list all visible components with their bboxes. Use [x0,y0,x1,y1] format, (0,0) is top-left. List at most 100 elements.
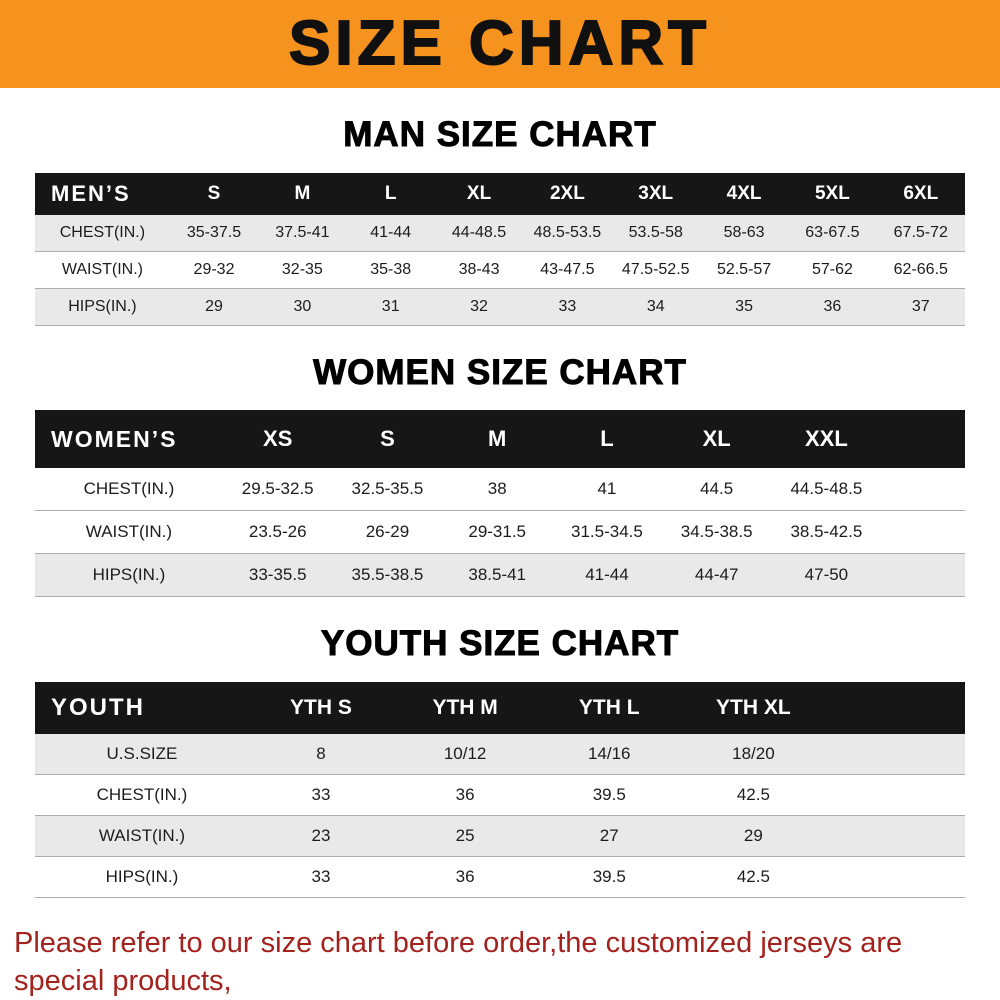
data-row: CHEST(IN.) 33 36 39.5 42.5 [35,774,965,816]
value-cell: 39.5 [537,774,682,816]
women-size-section: WOMEN SIZE CHART WOMEN’S XS S M L XL XXL CHEST(… [0,352,1000,597]
filler-cell [825,681,965,734]
value-cell: 10/12 [393,733,538,775]
column-header-cell: 2XL [523,172,612,215]
value-cell: 44.5 [661,468,772,511]
value-cell: 62-66.5 [876,251,965,289]
women-section-heading: WOMEN SIZE CHART [313,352,687,392]
value-cell: 33-35.5 [222,553,333,597]
value-cell: 39.5 [537,856,682,898]
column-header-cell: YTH S [248,681,394,734]
data-row: HIPS(IN.) 29 30 31 32 33 34 35 36 37 [35,288,965,326]
value-cell: 29-32 [169,251,259,289]
row-label-cell: WAIST(IN.) [35,251,170,289]
value-cell: 23 [248,815,394,857]
column-header-cell: M [442,410,553,468]
filler-cell [825,774,965,816]
value-cell: 57-62 [788,251,877,289]
value-cell: 31 [346,288,435,326]
value-cell: 47-50 [771,553,882,597]
footer-note-line-1: Please refer to our size chart before or… [14,926,903,997]
banner-title: SIZE CHART [288,9,711,78]
data-row: HIPS(IN.) 33 36 39.5 42.5 [35,856,965,898]
men-size-table: MEN’S S M L XL 2XL 3XL 4XL 5XL 6XL CHEST(IN.) 35-37… [35,172,965,326]
filler-cell [881,553,965,597]
row-label-cell: HIPS(IN.) [35,553,223,597]
column-header-cell: 6XL [876,172,965,215]
value-cell: 37 [876,288,965,326]
header-row: MEN’S S M L XL 2XL 3XL 4XL 5XL 6XL [35,172,965,215]
value-cell: 35 [699,288,789,326]
column-header-cell: XXL [771,410,882,468]
row-label-cell: HIPS(IN.) [35,856,249,898]
value-cell: 44.5-48.5 [771,468,882,511]
youth-section-heading: YOUTH SIZE CHART [320,624,680,663]
value-cell: 33 [248,856,394,898]
column-header-cell: YTH L [537,681,682,734]
value-cell: 44-48.5 [434,214,524,252]
value-cell: 23.5-26 [222,510,333,554]
data-row: CHEST(IN.) 35-37.5 37.5-41 41-44 44-48.5 48.5… [35,214,965,252]
data-row: WAIST(IN.) 23 25 27 29 [35,815,965,857]
column-header-cell: 3XL [611,172,700,215]
data-row: HIPS(IN.) 33-35.5 35.5-38.5 38.5-41 41-44 44-… [35,553,965,597]
value-cell: 36 [788,288,877,326]
column-header-cell: YTH M [393,681,538,734]
value-cell: 52.5-57 [699,251,789,289]
value-cell: 36 [393,774,538,816]
row-label-cell: CHEST(IN.) [35,214,170,252]
value-cell: 30 [258,288,347,326]
table-title-cell: WOMEN’S [35,410,223,468]
row-label-cell: U.S.SIZE [35,733,249,775]
filler-cell [881,510,965,554]
column-header-cell: L [552,410,662,468]
column-header-cell: S [332,410,443,468]
filler-cell [825,733,965,775]
value-cell: 38 [442,468,553,511]
footer-note: Please refer to our size chart before or… [14,924,986,1000]
value-cell: 47.5-52.5 [611,251,700,289]
row-label-cell: HIPS(IN.) [35,288,170,326]
column-header-cell: S [169,172,259,215]
value-cell: 42.5 [681,856,826,898]
value-cell: 29.5-32.5 [222,468,333,511]
value-cell: 34 [611,288,700,326]
data-row: WAIST(IN.) 23.5-26 26-29 29-31.5 31.5-34.5 34… [35,510,965,554]
men-section-heading: MAN SIZE CHART [343,115,657,154]
value-cell: 27 [537,815,682,857]
header-row: WOMEN’S XS S M L XL XXL [35,410,965,468]
value-cell: 36 [393,856,538,898]
data-row: U.S.SIZE 8 10/12 14/16 18/20 [35,733,965,775]
column-header-cell: XS [222,410,333,468]
column-header-cell: XL [434,172,524,215]
value-cell: 42.5 [681,774,826,816]
value-cell: 38.5-41 [442,553,553,597]
banner: SIZE CHART [0,0,1000,88]
value-cell: 34.5-38.5 [661,510,772,554]
value-cell: 44-47 [661,553,772,597]
column-header-cell: M [258,172,347,215]
value-cell: 35.5-38.5 [332,553,443,597]
column-header-cell: L [346,172,435,215]
youth-size-section: YOUTH SIZE CHART YOUTH YTH S YTH M YTH L YTH… [0,624,1000,898]
value-cell: 29 [169,288,259,326]
value-cell: 8 [248,733,394,775]
value-cell: 32 [434,288,524,326]
filler-cell [881,410,965,468]
value-cell: 35-38 [346,251,435,289]
value-cell: 38-43 [434,251,524,289]
data-row: CHEST(IN.) 29.5-32.5 32.5-35.5 38 41 44.5 44.5… [35,468,965,511]
value-cell: 37.5-41 [258,214,347,252]
header-row: YOUTH YTH S YTH M YTH L YTH XL [35,681,965,734]
filler-cell [825,815,965,857]
value-cell: 41-44 [346,214,435,252]
table-title-cell: MEN’S [35,172,170,215]
column-header-cell: 5XL [788,172,877,215]
value-cell: 32.5-35.5 [332,468,443,511]
row-label-cell: WAIST(IN.) [35,510,223,554]
value-cell: 41-44 [552,553,662,597]
row-label-cell: CHEST(IN.) [35,774,249,816]
value-cell: 33 [523,288,612,326]
value-cell: 63-67.5 [788,214,877,252]
